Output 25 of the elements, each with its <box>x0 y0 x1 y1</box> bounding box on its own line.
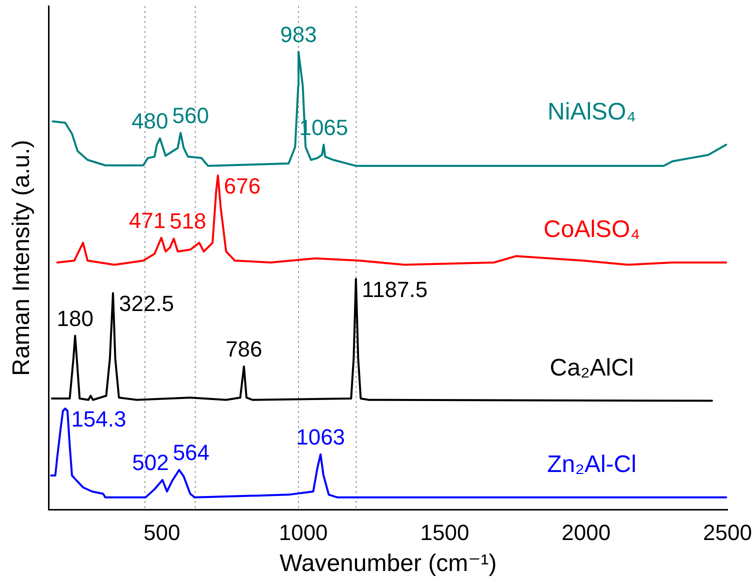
x-tick-label: 1000 <box>278 520 328 546</box>
x-tick-label: 1500 <box>420 520 470 546</box>
annotation: 560 <box>172 102 209 128</box>
x-tick-label: 2000 <box>562 520 611 546</box>
x-tick-label: 2500 <box>703 520 752 546</box>
series-label: Zn₂Al-Cl <box>547 451 636 478</box>
y-axis-title: Raman Intensity (a.u.) <box>8 140 36 376</box>
annotation: 983 <box>280 22 317 47</box>
x-tick-label: 500 <box>144 520 180 546</box>
series-label: Ca₂AlCl <box>550 354 634 382</box>
annotation: 322.5 <box>118 291 174 316</box>
annotation: 564 <box>172 440 210 466</box>
series-label: NiAlSO₄ <box>548 98 636 126</box>
annotation: 1187.5 <box>362 277 428 302</box>
annotation: 480 <box>132 108 168 134</box>
annotation: 676 <box>224 174 261 199</box>
annotation: 502 <box>132 450 169 476</box>
annotation: 1063 <box>296 424 346 450</box>
annotation: 154.3 <box>71 406 126 432</box>
x-axis-title: Wavenumber (cm⁻¹) <box>280 550 497 578</box>
annotation: 518 <box>170 208 206 234</box>
series-label: CoAlSO₄ <box>544 216 640 244</box>
annotation: 180 <box>56 306 94 331</box>
annotation: 786 <box>226 336 262 362</box>
annotation: 471 <box>128 208 166 233</box>
